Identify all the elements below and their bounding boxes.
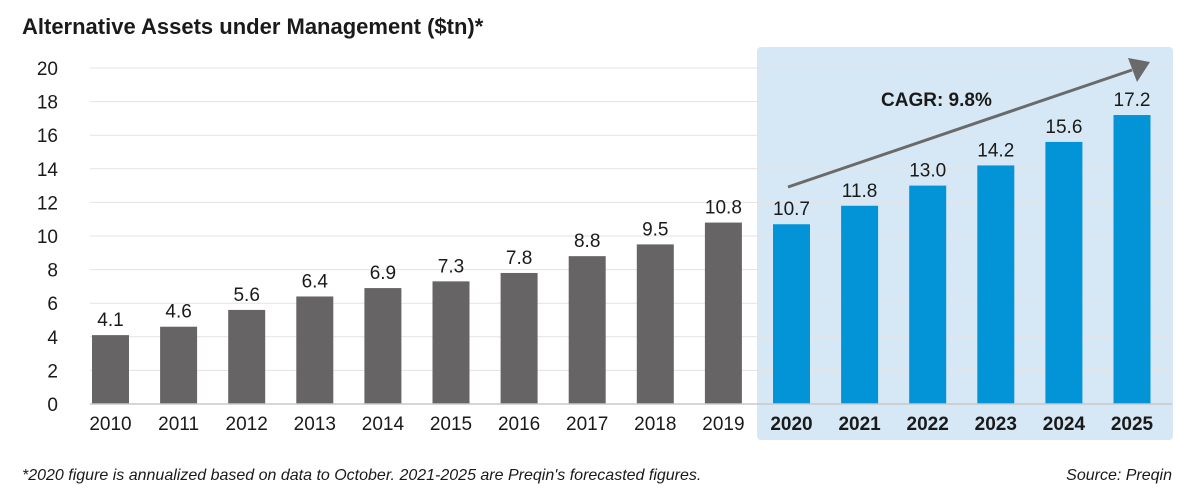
value-label-2011: 4.6 <box>165 302 191 323</box>
x-tick-2020: 2020 <box>770 414 812 435</box>
x-tick-2016: 2016 <box>498 414 540 435</box>
x-tick-2025: 2025 <box>1111 414 1154 435</box>
bar-2022 <box>909 185 947 404</box>
value-label-2014: 6.9 <box>370 263 396 284</box>
bar-2024 <box>1045 141 1083 405</box>
bar-2013 <box>296 296 334 404</box>
chart-title: Alternative Assets under Management ($tn… <box>22 14 484 39</box>
value-label-2021: 11.8 <box>842 181 878 202</box>
y-tick-label: 16 <box>37 126 58 147</box>
value-label-2016: 7.8 <box>506 248 532 269</box>
cagr-arrow-shaft <box>787 68 1133 189</box>
value-label-2025: 17.2 <box>1114 90 1151 111</box>
bar-2011 <box>160 326 198 404</box>
x-tick-2012: 2012 <box>226 414 268 435</box>
value-label-2010: 4.1 <box>97 310 123 331</box>
bar-2017 <box>568 256 606 404</box>
y-axis-ticks: 0 2 4 6 8 10 12 14 16 18 20 <box>37 59 59 416</box>
bar-2015 <box>432 281 470 404</box>
bar-2016 <box>500 272 538 404</box>
value-label-2018: 9.5 <box>642 219 668 240</box>
bars <box>92 115 1151 405</box>
x-tick-2019: 2019 <box>702 414 744 435</box>
x-tick-2011: 2011 <box>158 414 199 435</box>
footnote: *2020 figure is annualized based on data… <box>22 467 701 484</box>
y-tick-label: 18 <box>37 93 58 114</box>
x-tick-2017: 2017 <box>566 414 608 435</box>
x-axis-ticks: 2010 2011 2012 2013 2014 2015 2016 2017 2018 2019… <box>89 414 1153 435</box>
bar-2018 <box>636 244 674 404</box>
y-tick-label: 2 <box>47 361 58 382</box>
value-label-2015: 7.3 <box>438 256 464 277</box>
x-tick-2024: 2024 <box>1043 414 1086 435</box>
cagr-annotation: CAGR: 9.8% <box>881 90 992 111</box>
x-tick-2021: 2021 <box>838 414 881 435</box>
y-tick-label: 4 <box>47 328 58 349</box>
x-tick-2015: 2015 <box>430 414 472 435</box>
bar-2010 <box>92 335 129 404</box>
value-label-2013: 6.4 <box>302 271 329 292</box>
y-tick-label: 0 <box>47 395 58 416</box>
y-tick-label: 8 <box>47 261 58 282</box>
value-label-2019: 10.8 <box>705 198 742 219</box>
bar-2019 <box>704 222 742 404</box>
bar-2025 <box>1113 115 1151 404</box>
x-tick-2022: 2022 <box>907 414 949 435</box>
bar-2023 <box>977 165 1015 404</box>
value-label-2024: 15.6 <box>1045 117 1082 138</box>
value-labels: 4.1 4.6 5.6 6.4 6.9 7.3 7.8 8.8 9.5 10.8 10.7 11.8 1… <box>97 90 1150 331</box>
x-tick-2023: 2023 <box>975 414 1017 435</box>
value-label-2023: 14.2 <box>977 140 1014 161</box>
y-tick-label: 10 <box>37 227 58 248</box>
y-tick-label: 14 <box>37 160 59 181</box>
cagr-arrow-head <box>1128 58 1150 82</box>
bar-2020 <box>773 224 810 404</box>
y-tick-label: 12 <box>37 193 58 214</box>
x-tick-2013: 2013 <box>294 414 336 435</box>
cagr-arrow <box>787 58 1150 189</box>
value-label-2012: 5.6 <box>233 285 259 306</box>
bar-2021 <box>841 205 879 404</box>
value-label-2022: 13.0 <box>909 161 946 182</box>
x-tick-2018: 2018 <box>634 414 676 435</box>
bar-2012 <box>228 309 266 404</box>
bar-2014 <box>364 288 402 404</box>
value-label-2017: 8.8 <box>574 231 600 252</box>
x-tick-2010: 2010 <box>89 414 131 435</box>
y-tick-label: 20 <box>37 59 58 80</box>
source-credit: Source: Preqin <box>1066 467 1172 484</box>
value-label-2020: 10.7 <box>773 199 810 220</box>
x-tick-2014: 2014 <box>362 414 405 435</box>
y-tick-label: 6 <box>47 294 58 315</box>
